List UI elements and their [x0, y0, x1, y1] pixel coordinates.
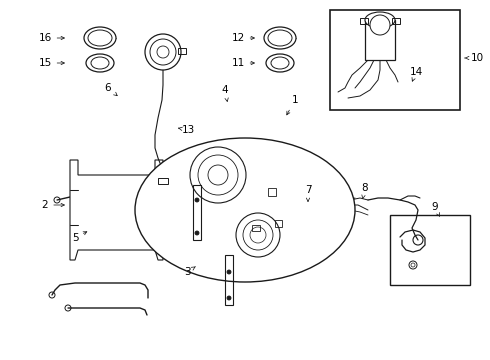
- Text: 8: 8: [362, 183, 368, 199]
- Text: 14: 14: [409, 67, 422, 81]
- Text: 13: 13: [178, 125, 195, 135]
- Circle shape: [195, 231, 199, 235]
- Text: 5: 5: [72, 232, 87, 243]
- Bar: [252, 225, 260, 231]
- Circle shape: [227, 296, 231, 300]
- Text: 3: 3: [184, 267, 196, 277]
- Bar: [360, 18, 368, 24]
- Ellipse shape: [365, 12, 395, 28]
- Bar: [193, 185, 201, 240]
- Ellipse shape: [135, 138, 355, 282]
- Circle shape: [190, 147, 246, 203]
- Text: 15: 15: [38, 58, 64, 68]
- Text: 11: 11: [231, 58, 254, 68]
- Ellipse shape: [264, 27, 296, 49]
- Polygon shape: [70, 160, 163, 260]
- Bar: [330, 10, 460, 110]
- Bar: [178, 48, 186, 54]
- Text: 4: 4: [221, 85, 228, 102]
- Polygon shape: [155, 230, 165, 243]
- Ellipse shape: [86, 54, 114, 72]
- Text: 6: 6: [105, 83, 117, 96]
- Circle shape: [370, 15, 390, 35]
- Bar: [158, 178, 168, 184]
- Bar: [275, 220, 282, 227]
- Circle shape: [236, 213, 280, 257]
- Circle shape: [227, 270, 231, 274]
- Text: 1: 1: [287, 95, 298, 115]
- Polygon shape: [243, 185, 253, 195]
- Text: 7: 7: [305, 185, 311, 201]
- Circle shape: [195, 198, 199, 202]
- Bar: [268, 188, 276, 196]
- Bar: [365, 20, 395, 60]
- Bar: [392, 18, 400, 24]
- Circle shape: [145, 34, 181, 70]
- Polygon shape: [155, 175, 165, 188]
- Text: 10: 10: [465, 53, 484, 63]
- Text: 12: 12: [231, 33, 254, 43]
- Ellipse shape: [266, 54, 294, 72]
- Text: 9: 9: [432, 202, 440, 216]
- Ellipse shape: [84, 27, 116, 49]
- Bar: [390, 215, 470, 285]
- Bar: [225, 255, 233, 305]
- Text: 2: 2: [42, 200, 64, 210]
- Text: 16: 16: [38, 33, 64, 43]
